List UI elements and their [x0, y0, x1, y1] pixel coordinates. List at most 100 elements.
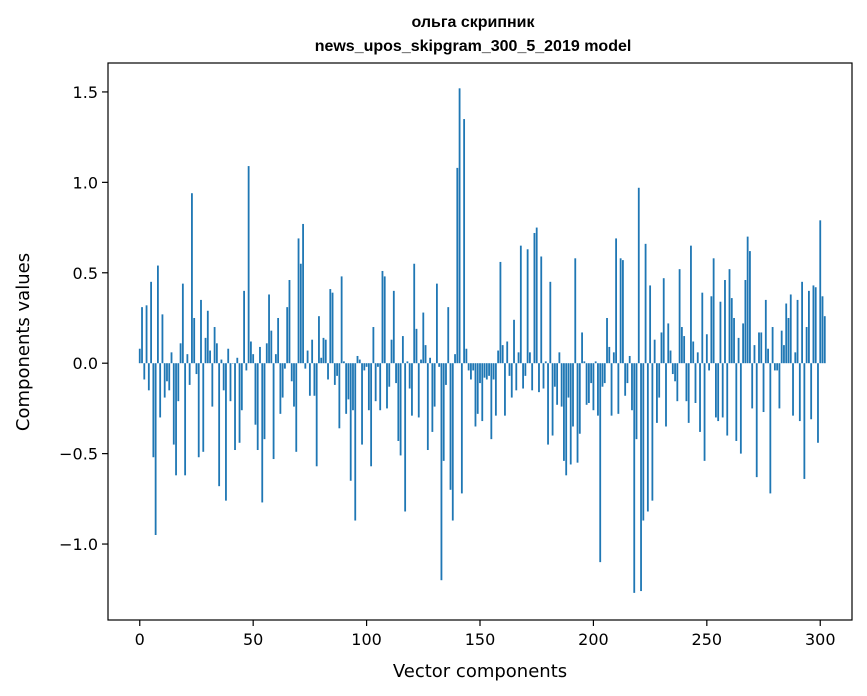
bar-145 — [467, 363, 470, 371]
bar-220 — [637, 187, 640, 364]
bar-302 — [823, 316, 826, 364]
bar-58 — [270, 330, 273, 364]
bar-61 — [277, 317, 280, 364]
bar-17 — [177, 363, 180, 402]
bar-90 — [343, 361, 345, 364]
bar-81 — [322, 337, 325, 364]
bar-168 — [519, 245, 522, 364]
bar-40 — [229, 363, 232, 402]
bar-217 — [631, 363, 633, 411]
bar-281 — [776, 363, 779, 371]
chart-title-line2: news_upos_skipgram_300_5_2019 model — [315, 38, 632, 55]
bar-123 — [417, 363, 420, 418]
bar-263 — [735, 363, 738, 441]
bar-171 — [526, 249, 529, 364]
x-tick-label: 50 — [243, 630, 263, 649]
bar-186 — [560, 363, 563, 407]
bar-39 — [227, 348, 230, 364]
bar-99 — [363, 363, 366, 371]
bar-1 — [141, 307, 143, 364]
bar-96 — [356, 355, 359, 364]
bar-276 — [764, 299, 767, 364]
bar-192 — [574, 258, 577, 364]
bar-256 — [719, 301, 722, 364]
bar-254 — [715, 363, 717, 418]
bar-155 — [490, 363, 493, 440]
bar-267 — [744, 280, 747, 364]
bar-92 — [347, 363, 350, 400]
bar-107 — [381, 270, 384, 364]
y-tick-label: −1.0 — [59, 535, 98, 554]
bar-50 — [252, 354, 255, 364]
bar-294 — [805, 327, 808, 364]
bar-60 — [274, 354, 277, 364]
bar-120 — [411, 363, 413, 416]
bar-272 — [755, 363, 758, 478]
bar-161 — [504, 363, 506, 416]
bar-36 — [220, 359, 223, 364]
bar-260 — [728, 269, 731, 364]
bar-233 — [667, 323, 670, 364]
bar-56 — [265, 343, 268, 364]
y-axis-ticks: −1.0 −0.5 0.0 0.5 1.0 1.5 — [59, 83, 108, 554]
bar-series — [138, 88, 826, 593]
bar-101 — [367, 363, 370, 411]
x-tick-label: 250 — [692, 630, 723, 649]
bar-252 — [710, 296, 713, 364]
bar-55 — [263, 363, 266, 440]
bar-191 — [572, 363, 574, 427]
bar-215 — [626, 363, 629, 384]
bar-224 — [646, 363, 649, 512]
bar-128 — [429, 357, 431, 364]
bar-125 — [422, 312, 425, 364]
bar-287 — [789, 294, 792, 364]
bar-299 — [817, 363, 819, 443]
bar-173 — [531, 363, 534, 391]
bar-274 — [760, 332, 763, 364]
y-tick-label: −0.5 — [59, 445, 98, 464]
bar-278 — [769, 363, 772, 494]
x-axis-ticks: 0 50 100 150 200 250 300 — [135, 620, 836, 649]
bar-193 — [576, 363, 579, 463]
bar-160 — [501, 345, 504, 364]
bar-197 — [585, 363, 588, 405]
bar-8 — [157, 265, 159, 364]
bar-282 — [778, 363, 781, 409]
bar-174 — [533, 232, 536, 364]
bar-243 — [690, 245, 692, 364]
bar-188 — [565, 363, 568, 476]
x-tick-label: 300 — [805, 630, 836, 649]
bar-148 — [474, 363, 477, 427]
bar-249 — [703, 363, 706, 461]
bar-283 — [780, 330, 783, 364]
bar-159 — [499, 261, 502, 364]
bar-154 — [488, 363, 490, 376]
bar-115 — [399, 363, 402, 456]
bar-164 — [510, 363, 513, 398]
bar-54 — [261, 363, 264, 503]
bar-3 — [145, 305, 148, 364]
bar-142 — [460, 363, 463, 494]
bar-242 — [687, 363, 690, 423]
bar-208 — [610, 363, 613, 416]
bar-51 — [254, 363, 257, 425]
bar-14 — [170, 352, 173, 364]
bar-37 — [222, 363, 225, 391]
bar-269 — [749, 251, 751, 364]
bar-102 — [370, 363, 373, 467]
bar-29 — [204, 337, 207, 364]
bar-93 — [349, 363, 352, 481]
x-tick-label: 0 — [135, 630, 145, 649]
bar-255 — [717, 363, 720, 422]
bar-205 — [603, 363, 606, 384]
bar-82 — [324, 339, 327, 364]
bar-7 — [154, 363, 157, 535]
bar-43 — [236, 357, 239, 364]
bar-213 — [622, 260, 624, 364]
bar-83 — [327, 363, 329, 380]
bar-46 — [243, 290, 245, 364]
bar-47 — [245, 363, 248, 371]
bar-221 — [640, 363, 642, 592]
bar-72 — [302, 223, 304, 364]
bar-201 — [594, 361, 597, 364]
